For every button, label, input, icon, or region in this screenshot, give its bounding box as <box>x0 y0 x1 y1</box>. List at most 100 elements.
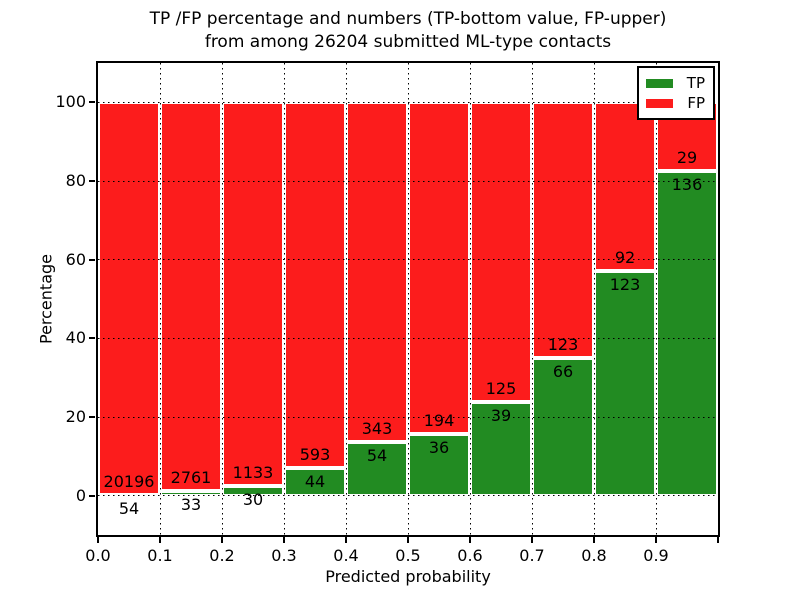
x-tick-0 <box>97 537 99 543</box>
chart-title-line2: from among 26204 submitted ML-type conta… <box>204 32 612 52</box>
bar-segment-tp-5 <box>408 434 470 496</box>
tp-swatch-icon <box>646 78 673 88</box>
gridline-horizontal-100 <box>98 101 718 103</box>
x-tick-8 <box>593 537 595 543</box>
legend-label-tp: TP <box>686 74 705 92</box>
bar-segment-tp-2 <box>222 485 284 496</box>
tp-count-label-3: 44 <box>304 472 326 492</box>
bar-segment-fp-1 <box>160 102 222 492</box>
x-tick-2 <box>221 537 223 543</box>
x-tick-label-0.9: 0.9 <box>643 546 669 565</box>
gridline-horizontal-20 <box>98 416 718 418</box>
x-tick-label-0.7: 0.7 <box>519 546 545 565</box>
gridline-vertical-6 <box>469 63 471 535</box>
bar-segment-fp-5 <box>408 102 470 435</box>
x-tick-9 <box>655 537 657 543</box>
fp-count-label-0: 20196 <box>103 471 155 491</box>
gridline-vertical-1 <box>159 63 161 535</box>
legend-label-fp: FP <box>687 94 705 112</box>
bar-segment-fp-2 <box>222 102 284 486</box>
x-tick-label-0.1: 0.1 <box>147 546 173 565</box>
x-tick-label-0.8: 0.8 <box>581 546 607 565</box>
bar-segment-tp-7 <box>532 358 594 496</box>
plot-area: TP FP 20196 54 2761 33 1133 30 593 44 343 54 194 36… <box>96 61 720 537</box>
fp-count-label-7: 123 <box>547 335 579 355</box>
tp-count-label-5: 36 <box>428 438 450 458</box>
gridline-vertical-4 <box>345 63 347 535</box>
x-axis-label: Predicted probability <box>325 567 491 586</box>
y-tick-label-100: 100 <box>55 92 86 112</box>
legend: TP FP <box>637 66 715 120</box>
y-tick-100 <box>89 101 95 104</box>
bar-segment-fp-8 <box>594 102 656 271</box>
fp-count-label-4: 343 <box>361 419 393 439</box>
y-tick-40 <box>89 337 95 340</box>
chart-title: TP /FP percentage and numbers (TP-bottom… <box>96 8 720 54</box>
fp-count-label-9: 29 <box>676 148 698 168</box>
tp-count-label-9: 136 <box>671 175 703 195</box>
tp-count-label-7: 66 <box>552 362 574 382</box>
gridline-horizontal-80 <box>98 180 718 182</box>
plot-inner: TP FP 20196 54 2761 33 1133 30 593 44 343 54 194 36… <box>98 63 718 535</box>
tp-count-label-8: 123 <box>609 274 641 294</box>
y-tick-label-20: 20 <box>65 407 86 426</box>
tp-count-label-1: 33 <box>180 495 202 515</box>
bar-segment-tp-8 <box>594 270 656 496</box>
y-tick-80 <box>89 180 95 182</box>
x-tick-3 <box>283 537 285 543</box>
tp-count-label-6: 39 <box>490 406 512 426</box>
bar-segment-tp-9 <box>656 171 718 496</box>
bar-segment-tp-6 <box>470 402 532 496</box>
fp-swatch-icon <box>646 98 673 108</box>
tp-count-label-2: 30 <box>242 489 264 509</box>
bar-segment-fp-3 <box>284 102 346 469</box>
x-tick-label-0.4: 0.4 <box>333 546 359 565</box>
x-tick-label-0.0: 0.0 <box>85 546 111 565</box>
tp-count-label-4: 54 <box>366 446 388 466</box>
gridline-vertical-7 <box>531 63 533 535</box>
y-tick-0 <box>89 494 95 497</box>
x-tick-1 <box>159 537 161 543</box>
gridline-horizontal-60 <box>98 259 718 261</box>
x-tick-10 <box>717 537 719 543</box>
gridline-horizontal-0 <box>98 495 718 497</box>
gridline-horizontal-40 <box>98 337 718 339</box>
x-tick-4 <box>345 537 347 543</box>
bar-segment-tp-3 <box>284 468 346 496</box>
x-tick-label-0.3: 0.3 <box>271 546 297 565</box>
x-tick-6 <box>469 537 471 543</box>
bar-segment-tp-1 <box>160 491 222 496</box>
legend-entry-fp: FP <box>646 93 705 113</box>
x-tick-5 <box>407 537 409 543</box>
fp-count-label-2: 1133 <box>232 462 274 482</box>
chart-title-line1: TP /FP percentage and numbers (TP-bottom… <box>149 9 667 29</box>
x-tick-label-0.2: 0.2 <box>209 546 235 565</box>
y-tick-label-80: 80 <box>65 171 86 190</box>
fp-count-label-3: 593 <box>299 445 331 465</box>
legend-entry-tp: TP <box>646 73 705 93</box>
x-tick-label-0.5: 0.5 <box>395 546 421 565</box>
fp-count-label-1: 2761 <box>170 468 212 488</box>
bar-segment-fp-7 <box>532 102 594 359</box>
gridline-vertical-2 <box>221 63 223 535</box>
gridline-vertical-5 <box>407 63 409 535</box>
gridline-vertical-8 <box>593 63 595 535</box>
y-tick-20 <box>89 416 95 418</box>
tp-count-label-0: 54 <box>118 498 140 518</box>
bar-segment-fp-4 <box>346 102 408 443</box>
fp-count-label-8: 92 <box>614 247 636 267</box>
gridline-vertical-9 <box>655 63 657 535</box>
y-tick-label-0: 0 <box>75 485 86 505</box>
fp-count-label-5: 194 <box>423 411 455 431</box>
x-tick-7 <box>531 537 533 543</box>
y-tick-label-60: 60 <box>65 249 86 269</box>
y-tick-60 <box>89 258 95 261</box>
bar-segment-fp-6 <box>470 102 532 403</box>
bar-segment-fp-0 <box>98 102 160 495</box>
x-tick-label-0.6: 0.6 <box>457 546 483 565</box>
fp-count-label-6: 125 <box>485 379 517 399</box>
y-tick-label-40: 40 <box>65 328 86 348</box>
gridline-vertical-3 <box>283 63 285 535</box>
bar-segment-tp-4 <box>346 442 408 496</box>
